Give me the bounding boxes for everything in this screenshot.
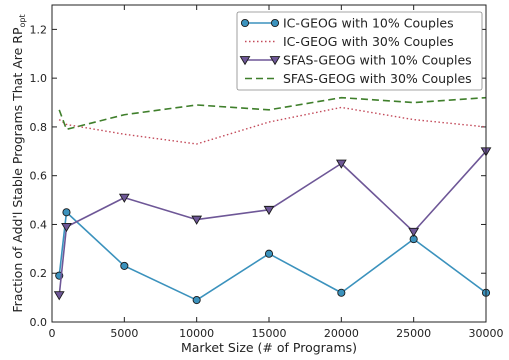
legend-marker [270, 18, 280, 28]
y-tick-label: 0.0 [30, 316, 48, 329]
legend-marker [269, 56, 281, 66]
x-axis-ticks: 0 5000 10000 15000 20000 25000 30000 [49, 5, 504, 340]
series-1-point [120, 261, 129, 270]
legend-marker [239, 56, 251, 66]
y-axis-ticks: 0.0 0.2 0.4 0.6 0.8 1.0 1.2 [30, 23, 486, 329]
legend-item: IC-GEOG with 30% Couples [245, 34, 454, 49]
series-1-point [62, 208, 71, 217]
legend-item: SFAS-GEOG with 10% Couples [239, 53, 472, 68]
legend-label: SFAS-GEOG with 30% Couples [283, 71, 472, 86]
y-tick-label: 1.2 [30, 23, 48, 36]
x-axis-label: Market Size (# of Programs) [181, 340, 357, 355]
y-tick-label: 0.6 [30, 170, 48, 183]
y-axis-label-main: Fraction of Add'l Stable Programs That A… [10, 27, 25, 313]
series-3-line [58, 150, 487, 296]
series-1-point [337, 288, 346, 297]
x-tick-label: 10000 [179, 327, 214, 340]
x-tick-label: 15000 [252, 327, 287, 340]
y-tick-label: 1.0 [30, 72, 48, 85]
series-3-point [53, 291, 65, 301]
x-tick-label: 25000 [396, 327, 431, 340]
legend-item: SFAS-GEOG with 30% Couples [245, 71, 472, 86]
series-1-point [192, 296, 201, 305]
legend-label: IC-GEOG with 10% Couples [283, 16, 454, 31]
legend-item: IC-GEOG with 10% Couples [240, 16, 454, 31]
x-tick-label: 0 [49, 327, 56, 340]
legend-label: SFAS-GEOG with 10% Couples [283, 53, 472, 68]
series-3 [53, 147, 492, 301]
x-tick-label: 5000 [110, 327, 138, 340]
y-tick-label: 0.4 [30, 218, 48, 231]
legend-box [236, 11, 483, 91]
series-3-point [191, 215, 203, 225]
series-3-point [118, 193, 130, 203]
y-axis-label: Fraction of Add'l Stable Programs That A… [10, 14, 27, 312]
series-layer [53, 96, 492, 305]
series-4-line [58, 96, 487, 131]
legend-marker [240, 18, 250, 28]
series-3-point [335, 159, 347, 169]
series-3-point [61, 222, 72, 233]
legend: IC-GEOG with 10% Couples IC-GEOG with 30%… [236, 11, 483, 91]
y-tick-label: 0.8 [30, 121, 48, 134]
y-tick-label: 0.2 [30, 267, 48, 280]
series-4 [58, 96, 487, 131]
x-tick-label: 20000 [324, 327, 359, 340]
x-tick-label: 30000 [469, 327, 504, 340]
series-3-point [263, 205, 275, 216]
y-axis-label-subscript: opt [18, 14, 27, 27]
legend-label: IC-GEOG with 30% Couples [283, 34, 454, 49]
series-3-point [408, 227, 420, 238]
plot-frame [51, 4, 487, 323]
series-1-point [264, 249, 274, 258]
